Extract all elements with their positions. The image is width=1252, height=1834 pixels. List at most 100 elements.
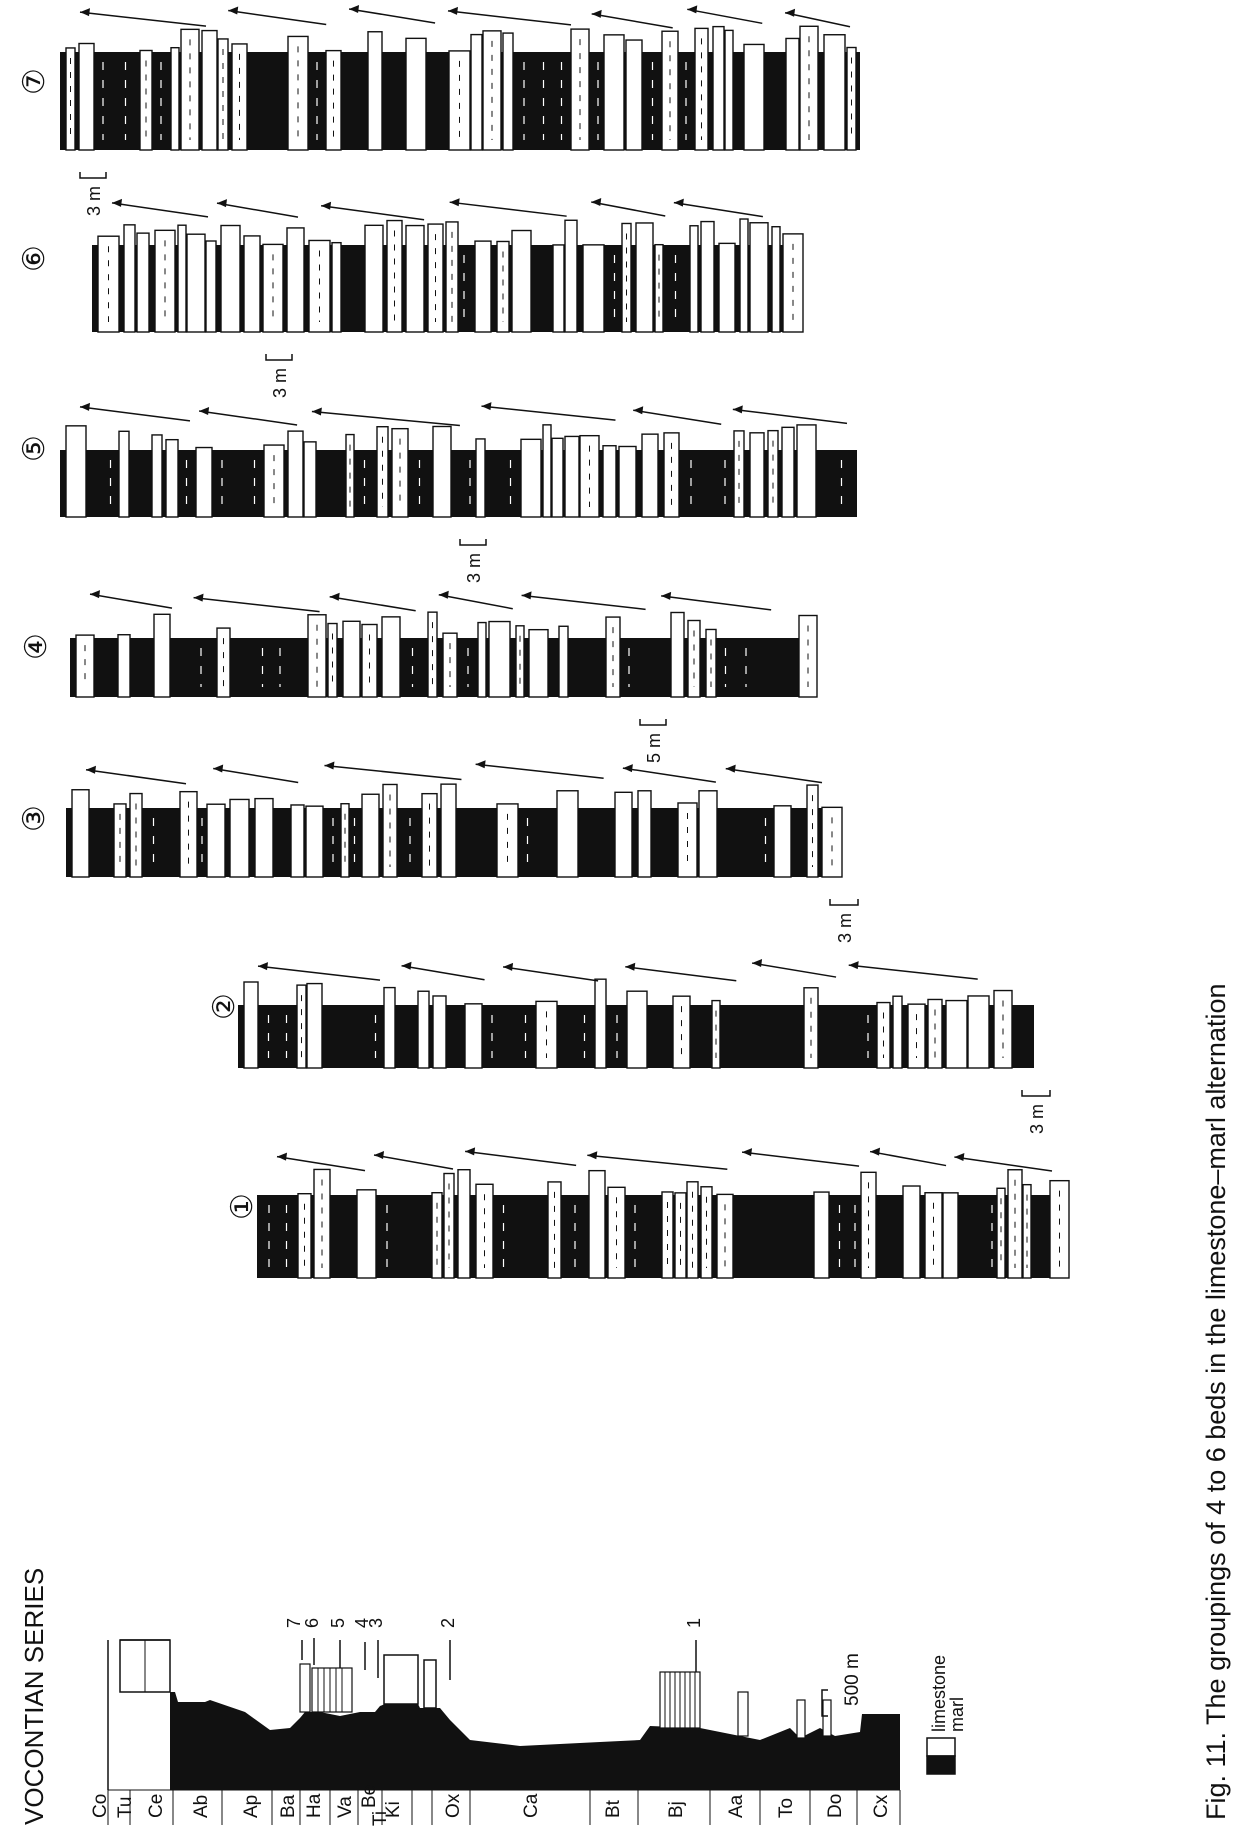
stage-label-group: Ce [146, 1794, 167, 1818]
grouping-arrow [625, 966, 737, 982]
limestone-bed [551, 437, 564, 518]
stage-label-ca: Ca [521, 1793, 542, 1818]
arrow-head [848, 961, 859, 970]
scale-bar [459, 539, 487, 546]
limestone-bed [799, 25, 819, 151]
grouping-arrow [111, 202, 209, 218]
arrow-head [591, 197, 602, 206]
limestone-bed [672, 995, 691, 1069]
limestone-bed [448, 50, 471, 151]
limestone-bed [520, 438, 542, 518]
limestone-bed [78, 42, 95, 151]
grouping-arrow [465, 1150, 577, 1167]
grouping-arrow [228, 9, 327, 26]
overview-panel: VOCONTIAN SERIES [19, 1568, 967, 1826]
stage-label-group: Ba [278, 1794, 299, 1818]
arrow-head [258, 962, 268, 971]
limestone-bed [71, 789, 90, 878]
limestone-bed [286, 227, 305, 333]
limestone-bed [186, 233, 206, 333]
grouping-arrow [869, 1150, 947, 1167]
scale-label-group: 3 m [270, 368, 290, 398]
arrow-head [661, 591, 672, 600]
limestone-bed [477, 621, 487, 698]
limestone-bed [582, 244, 605, 333]
section-label-6: ⑥ [18, 245, 51, 272]
limestone-bed [876, 1001, 891, 1069]
limestone-bed [556, 790, 579, 878]
grouping-arrow [502, 966, 599, 982]
grouping-arrow [85, 768, 187, 785]
scale-bar [639, 719, 667, 726]
arrow-head [465, 1147, 476, 1156]
grouping-arrow [732, 408, 848, 425]
limestone-bed [432, 425, 452, 518]
limestone-bed [1022, 1183, 1032, 1279]
limestone-bed [967, 995, 990, 1069]
limestone-bed [376, 426, 389, 518]
limestone-bed [154, 229, 176, 333]
limestone-bed [229, 798, 250, 878]
section-label-group: ② [208, 993, 241, 1020]
limestone-bed [718, 242, 736, 333]
limestone-bed [796, 424, 817, 518]
limestone-bed [151, 434, 163, 518]
marker-2: 2 [438, 1618, 458, 1628]
limestone-bed [724, 29, 734, 151]
arrow-head [86, 765, 96, 774]
limestone-bed [382, 783, 398, 878]
limestone-bed [381, 616, 401, 698]
limestone-bed [515, 625, 525, 698]
arrow-head [633, 406, 644, 415]
limestone-bed [670, 611, 685, 698]
limestone-bed [564, 435, 580, 518]
stage-label-to: To [776, 1798, 797, 1818]
limestone-bed [821, 806, 843, 878]
grouping-arrow [725, 767, 823, 784]
grouping-arrow [79, 11, 207, 27]
limestone-bed [570, 28, 590, 151]
limestone-bed [361, 793, 380, 878]
limestone-bed [482, 30, 502, 151]
limestone-bed [700, 1186, 713, 1279]
grouping-arrow [79, 406, 191, 422]
marker-3: 3 [366, 1618, 386, 1628]
section-column-7: ⑦ 3 m [18, 4, 860, 216]
limestone-bed [635, 222, 654, 333]
limestone-bed [475, 1183, 494, 1279]
limestone-bed [927, 998, 943, 1069]
grouping-arrow [257, 965, 381, 981]
limestone-bed [686, 1181, 699, 1279]
arrow-head [481, 402, 492, 411]
limestone-bed [773, 805, 792, 878]
limestone-bed [552, 244, 565, 333]
section-column-6: ⑥ 3 m [18, 197, 804, 398]
limestone-bed [305, 805, 324, 878]
limestone-bed [361, 623, 378, 698]
section-label-group: ④ [20, 633, 53, 660]
limestone-bed [65, 47, 76, 151]
stage-label-group: Ha [304, 1793, 325, 1818]
limestone-bed [216, 627, 231, 698]
grouping-arrow [591, 201, 666, 217]
limestone-bed [180, 28, 200, 151]
section-label-2: ② [208, 993, 241, 1020]
limestone-bed [254, 797, 274, 878]
stage-label-cx: Cx [871, 1794, 892, 1818]
limestone-bed [75, 634, 95, 698]
limestone-bed [442, 632, 458, 698]
limestone-bed [331, 241, 342, 333]
limestone-bed [542, 424, 552, 518]
grouping-arrow [784, 12, 851, 28]
grouping-arrow [438, 594, 513, 610]
stage-label-group: Ti [370, 1811, 391, 1826]
arrow-head [591, 9, 602, 18]
limestone-bed [139, 49, 153, 151]
stage-label-group: Ki [383, 1801, 404, 1818]
limestone-bed [661, 30, 679, 151]
grouping-arrow [587, 1154, 728, 1171]
arrow-head [349, 4, 360, 13]
stage-label-ha: Ha [304, 1793, 325, 1818]
arrow-head [228, 6, 239, 15]
grouping-arrow [216, 202, 299, 218]
